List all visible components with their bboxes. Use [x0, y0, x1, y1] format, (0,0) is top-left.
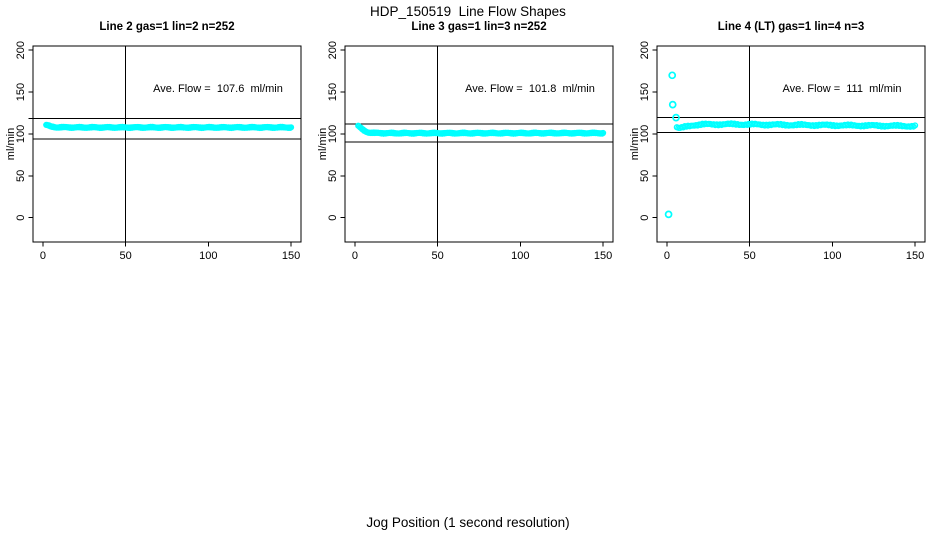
- ave-flow-annotation: Ave. Flow = 101.8 ml/min: [465, 83, 595, 95]
- plot-box: [656, 45, 926, 243]
- panel-line2: Line 2 gas=1 lin=2 n=252 Ave. Flow = 107…: [5, 0, 301, 280]
- y-axis-label: ml/min: [5, 127, 17, 161]
- panel-line4: Line 4 (LT) gas=1 lin=4 n=3 Ave. Flow = …: [629, 0, 925, 280]
- panel-plot: 0 50 100 150 0 50 100 150 200: [639, 41, 926, 262]
- y-axis-label: ml/min: [317, 127, 329, 161]
- x-tick-label: 100: [199, 250, 217, 262]
- x-tick-label: 50: [744, 250, 756, 262]
- panel-plot: 0 50 100 150 0 50 100 150 200: [15, 41, 302, 262]
- x-tick-label: 0: [40, 250, 46, 262]
- y-tick-label: 200: [327, 41, 339, 59]
- panel-line3: Line 3 gas=1 lin=3 n=252 Ave. Flow = 101…: [317, 0, 613, 280]
- outlier-point: [672, 113, 680, 122]
- y-tick-label: 50: [327, 170, 339, 182]
- ave-flow-annotation: Ave. Flow = 107.6 ml/min: [153, 83, 283, 95]
- y-tick-label: 200: [15, 41, 27, 59]
- panel-title: Line 3 gas=1 lin=3 n=252: [411, 21, 547, 33]
- panel-title: Line 4 (LT) gas=1 lin=4 n=3: [717, 21, 865, 33]
- y-tick-label: 100: [15, 125, 27, 143]
- y-tick-label: 50: [15, 170, 27, 182]
- y-tick-label: 0: [639, 215, 651, 221]
- y-tick-label: 0: [15, 215, 27, 221]
- data-point: [911, 122, 919, 129]
- x-tick-label: 100: [823, 250, 841, 262]
- x-tick-label: 50: [432, 250, 444, 262]
- plot-box: [32, 45, 302, 243]
- x-tick-label: 0: [664, 250, 670, 262]
- panel-plot: 0 50 100 150 0 50 100 150 200: [327, 41, 614, 262]
- main-title: HDP_150519 Line Flow Shapes: [370, 4, 566, 19]
- y-tick-label: 150: [15, 83, 27, 101]
- data-point: [287, 124, 295, 131]
- outlier-point: [664, 210, 673, 219]
- points-series: [43, 121, 295, 132]
- y-tick-label: 150: [327, 83, 339, 101]
- x-tick-label: 150: [906, 250, 924, 262]
- y-tick-label: 100: [327, 125, 339, 143]
- x-tick-label: 100: [511, 250, 529, 262]
- y-axis-label: ml/min: [629, 127, 641, 161]
- x-tick-label: 150: [594, 250, 612, 262]
- x-tick-label: 50: [120, 250, 132, 262]
- y-tick-label: 50: [639, 170, 651, 182]
- outlier-point: [668, 71, 677, 80]
- y-tick-label: 100: [639, 125, 651, 143]
- points-series: [664, 71, 919, 219]
- data-point: [599, 129, 607, 137]
- y-tick-label: 0: [327, 215, 339, 221]
- y-tick-label: 150: [639, 83, 651, 101]
- outlier-point: [668, 100, 677, 109]
- x-tick-label: 150: [282, 250, 300, 262]
- y-tick-label: 200: [639, 41, 651, 59]
- points-series: [355, 122, 607, 137]
- ave-flow-annotation: Ave. Flow = 111 ml/min: [782, 83, 902, 95]
- x-axis-label: Jog Position (1 second resolution): [366, 515, 570, 530]
- panel-title: Line 2 gas=1 lin=2 n=252: [99, 21, 235, 33]
- plot-box: [344, 45, 614, 243]
- x-tick-label: 0: [352, 250, 358, 262]
